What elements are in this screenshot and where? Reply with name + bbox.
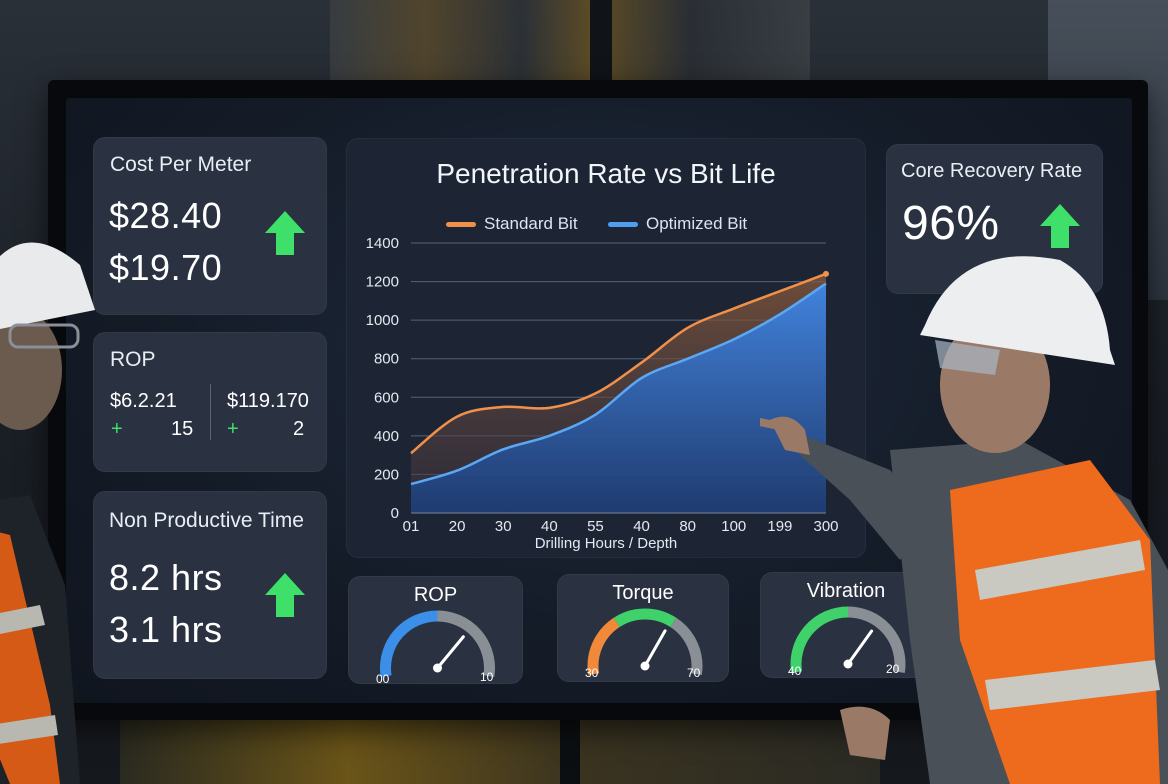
chart-y-tick-label: 0 [391, 505, 399, 522]
engineer-left-figure [0, 242, 95, 784]
rop-left-value: $6.2.21 [110, 390, 177, 412]
up-arrow-icon [1040, 204, 1080, 248]
standard-bit-endpoint [823, 270, 829, 277]
gauge-title-torque: Torque [612, 582, 674, 604]
gauge-dial-rop [380, 610, 495, 677]
chart-x-tick-label: 100 [721, 518, 746, 535]
chart-x-tick-label: 300 [813, 518, 838, 535]
gauge-arc-segment [613, 608, 677, 628]
gauge-max-label-vibration: 20 [886, 662, 900, 676]
cost-per-meter-card[interactable]: Cost Per Meter $28.40 $19.70 [93, 137, 327, 315]
chart-x-tick-label: 20 [449, 518, 466, 535]
gauge-arc-segment [587, 617, 620, 675]
chart-title: Penetration Rate vs Bit Life [436, 158, 776, 189]
chart-y-tick-label: 1000 [366, 312, 399, 329]
rop-right-plus: + [227, 418, 239, 440]
legend-swatch-standard [446, 222, 476, 228]
rop-card[interactable]: ROP $6.2.21 + 15 $119.170 + 2 [93, 332, 327, 472]
gauge-dial-vibration [790, 606, 906, 673]
gauge-max-label-rop: 10 [480, 670, 494, 684]
rop-title: ROP [110, 348, 156, 371]
up-arrow-icon [265, 211, 305, 255]
monitor-mount [590, 0, 612, 90]
chart-x-tick-label: 40 [541, 518, 558, 535]
gauge-card-rop[interactable]: ROP 00 10 [348, 576, 523, 686]
cost-per-meter-value-1: $28.40 [109, 195, 223, 236]
gauge-arc-segment [380, 610, 438, 677]
rop-divider [210, 384, 211, 440]
gauge-min-label-torque: 30 [585, 666, 599, 680]
gauge-min-label-rop: 00 [376, 672, 390, 686]
core-recovery-rate-value: 96% [902, 197, 1000, 250]
chart-y-tick-label: 1200 [366, 274, 399, 291]
penetration-rate-chart-card[interactable]: Penetration Rate vs Bit Life Standard Bi… [346, 138, 866, 558]
gauge-title-vibration: Vibration [806, 580, 886, 602]
non-productive-time-card[interactable]: Non Productive Time 8.2 hrs 3.1 hrs [93, 491, 327, 679]
legend-item-optimized[interactable]: Optimized Bit [608, 214, 747, 234]
chart-x-axis-label: Drilling Hours / Depth [534, 535, 678, 552]
chart-x-tick-label: 30 [495, 518, 512, 535]
gauge-max-label-torque: 70 [687, 666, 701, 680]
rop-left-plus: + [111, 418, 123, 440]
chart-y-tick-label: 200 [374, 466, 399, 483]
rop-right-count: 2 [293, 418, 305, 440]
gauge-arc-segment [790, 606, 849, 673]
gauge-arc-segment [670, 617, 703, 675]
non-productive-time-value-1: 8.2 hrs [109, 557, 223, 598]
gauge-needle-hub [433, 663, 442, 673]
up-arrow-icon [265, 573, 305, 617]
non-productive-time-value-2: 3.1 hrs [109, 609, 223, 650]
chart-x-tick-label: 01 [403, 518, 420, 535]
gauge-dial-torque [587, 608, 703, 675]
optimized-bit-line [410, 282, 827, 486]
chart-y-tick-label: 600 [374, 389, 399, 406]
gauge-min-label-vibration: 40 [788, 664, 802, 678]
rop-left-count: 15 [171, 418, 194, 440]
chart-x-tick-label: 199 [767, 518, 792, 535]
cost-per-meter-title: Cost Per Meter [110, 153, 252, 176]
engineer-right-figure [760, 256, 1168, 784]
legend-label-optimized: Optimized Bit [646, 214, 748, 233]
gauge-needle-hub [640, 661, 650, 671]
gauge-needle [846, 629, 874, 666]
chart-y-tick-label: 1400 [366, 235, 399, 252]
legend-label-standard: Standard Bit [484, 214, 578, 233]
optimized-bit-area [411, 283, 826, 513]
gauge-arc-segment [437, 610, 495, 677]
chart-plot: 0 200 400 600 800 1000 1200 1400 01 20 30 40 55 40 80 1… [366, 235, 839, 535]
cost-per-meter-value-2: $19.70 [109, 247, 223, 288]
gauge-title-rop: ROP [413, 584, 458, 606]
standard-bit-line [410, 272, 827, 455]
non-productive-time-title: Non Productive Time [109, 509, 304, 532]
legend-swatch-optimized [608, 222, 638, 228]
gauge-needle-hub [843, 659, 853, 669]
rop-right-value: $119.170 [227, 390, 309, 412]
background-equipment [120, 720, 880, 784]
chart-x-tick-label: 55 [587, 518, 604, 535]
gauge-needle [643, 629, 667, 668]
chart-x-tick-label: 80 [679, 518, 696, 535]
background-machinery [330, 0, 810, 90]
chart-x-tick-label: 40 [633, 518, 650, 535]
gauge-card-torque[interactable]: Torque 30 70 [557, 574, 729, 682]
chart-y-tick-label: 400 [374, 428, 399, 445]
legend-item-standard[interactable]: Standard Bit [446, 214, 578, 234]
chart-y-tick-label: 800 [374, 351, 399, 368]
gauge-card-vibration[interactable]: Vibration 40 20 [760, 572, 932, 678]
gauge-arc-segment [847, 606, 906, 673]
gauge-needle [436, 635, 465, 670]
monitor-stand [560, 712, 580, 784]
core-recovery-rate-title: Core Recovery Rate [901, 160, 1083, 182]
